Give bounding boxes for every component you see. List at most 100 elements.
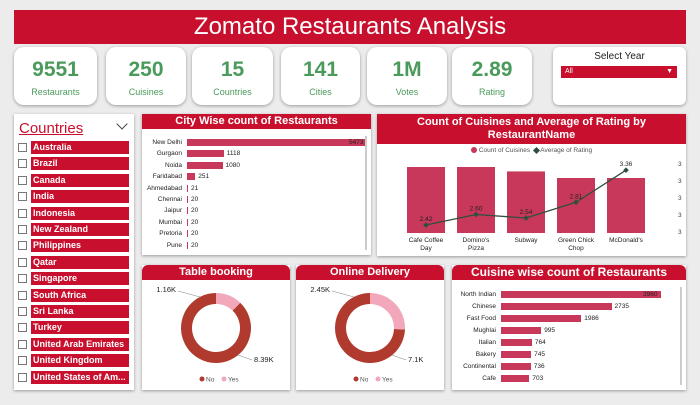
bar-value: 703 <box>532 375 544 382</box>
country-item[interactable]: Sri Lanka <box>14 305 134 318</box>
checkbox[interactable] <box>18 307 27 316</box>
bar-row: Faridabad 251 <box>144 171 366 182</box>
leader-line <box>237 354 253 361</box>
checkbox[interactable] <box>18 339 27 349</box>
checkbox[interactable] <box>18 175 27 185</box>
bar[interactable] <box>187 173 196 181</box>
checkbox[interactable] <box>18 225 27 234</box>
countries-title: Countries <box>19 120 84 137</box>
checkbox[interactable] <box>18 241 27 251</box>
bar[interactable] <box>187 241 188 249</box>
bar-category: Faridabad <box>152 173 182 181</box>
bar-category: Jaipur <box>164 207 182 215</box>
combo-bar[interactable] <box>457 167 495 233</box>
legend-dot <box>199 376 205 382</box>
bar-row: Jaipur 20 <box>144 205 366 216</box>
country-item[interactable]: United Kingdom <box>14 354 134 368</box>
checkbox[interactable] <box>18 356 27 366</box>
bar-value: 745 <box>534 351 545 358</box>
kpi-card: 2.89 Rating <box>452 47 532 105</box>
bar-row: North Indian 3960 <box>454 289 682 300</box>
checkbox[interactable] <box>18 192 27 202</box>
country-item[interactable]: Turkey <box>14 321 134 335</box>
country-item[interactable]: Australia <box>14 141 134 154</box>
bar-row: Italian 764 <box>454 337 682 348</box>
country-item[interactable]: United Arab Emirates <box>14 337 134 351</box>
kpi-label: Rating <box>478 87 505 97</box>
bar-category: Continental <box>463 363 496 370</box>
country-item[interactable]: Philippines <box>14 239 134 253</box>
country-label: Indonesia <box>31 206 129 220</box>
bar[interactable] <box>187 184 188 192</box>
bar[interactable] <box>187 218 188 226</box>
bar-value: 1080 <box>225 161 240 169</box>
chevron-down-icon[interactable] <box>116 118 128 130</box>
bar-category: Bakery <box>475 351 496 358</box>
country-item[interactable]: India <box>14 190 134 204</box>
bar[interactable] <box>187 207 188 215</box>
city-chart-panel: City Wise count of Restaurants New Delhi… <box>142 114 371 255</box>
country-label: India <box>31 190 129 204</box>
bar[interactable] <box>187 230 188 238</box>
bar-row: Pune 20 <box>144 240 366 251</box>
country-item[interactable]: New Zealand <box>14 223 134 236</box>
country-item[interactable]: Canada <box>14 173 134 187</box>
bar-row: Pretoria 20 <box>144 228 366 239</box>
checkbox[interactable] <box>18 208 27 218</box>
country-label: Turkey <box>31 321 129 335</box>
country-item[interactable]: South Africa <box>14 288 134 302</box>
city-chart: New Delhi 5473 Gurgaon 1118 Noida 1080 Faridab… <box>144 137 367 253</box>
kpi-value: 1M <box>392 58 422 81</box>
rating-point[interactable] <box>623 167 629 173</box>
combo-bar[interactable] <box>607 178 645 233</box>
year-select[interactable]: All ▼ <box>561 66 677 78</box>
table-booking-panel: Table booking 8.39K 1.16K No Yes <box>142 265 290 390</box>
checkbox[interactable] <box>18 257 27 267</box>
bar[interactable] <box>501 291 661 298</box>
legend-dot <box>353 376 359 382</box>
donut-slice[interactable] <box>335 293 405 363</box>
country-item[interactable]: Qatar <box>14 255 134 269</box>
bar[interactable] <box>501 339 532 346</box>
checkbox[interactable] <box>18 290 27 300</box>
bar-value: 1986 <box>584 315 599 322</box>
donut-slice[interactable] <box>180 293 251 363</box>
combo-bar[interactable] <box>557 178 595 233</box>
country-item[interactable]: United States of Am... <box>14 370 134 384</box>
scrollbar[interactable] <box>680 287 682 385</box>
bar[interactable] <box>187 196 188 203</box>
bar-category: Pretoria <box>159 230 182 238</box>
donut-slice[interactable] <box>370 293 405 330</box>
checkbox[interactable] <box>18 372 27 382</box>
legend-dot <box>470 147 477 154</box>
checkbox[interactable] <box>18 159 27 169</box>
bar-category: Ahmedabad <box>146 184 182 192</box>
scrollbar[interactable] <box>365 136 367 250</box>
country-label: United States of Am... <box>31 370 129 384</box>
bar[interactable] <box>501 351 532 358</box>
bar[interactable] <box>501 327 542 334</box>
country-item[interactable]: Singapore <box>14 272 134 286</box>
checkbox[interactable] <box>18 274 27 284</box>
bar[interactable] <box>501 363 531 370</box>
bar[interactable] <box>187 161 223 169</box>
rating-point[interactable] <box>523 215 529 221</box>
donut-slice[interactable] <box>216 293 241 311</box>
country-item[interactable]: Brazil <box>14 157 134 171</box>
combo-bar[interactable] <box>507 171 545 233</box>
checkbox[interactable] <box>18 143 27 152</box>
bar[interactable] <box>187 150 224 158</box>
kpi-label: Cities <box>309 87 332 97</box>
bar[interactable] <box>501 375 530 382</box>
checkbox[interactable] <box>18 323 27 333</box>
rating-point[interactable] <box>573 199 579 206</box>
leader-line <box>177 290 201 298</box>
country-item[interactable]: Indonesia <box>14 206 134 220</box>
online-delivery-panel: Online Delivery 7.1K 2.45K No Yes <box>296 265 444 390</box>
bar-row: Mughlai 995 <box>454 325 682 336</box>
city-chart-title: City Wise count of Restaurants <box>142 114 371 129</box>
bar[interactable] <box>501 303 612 310</box>
bar[interactable] <box>501 315 582 322</box>
bar[interactable] <box>187 139 367 146</box>
